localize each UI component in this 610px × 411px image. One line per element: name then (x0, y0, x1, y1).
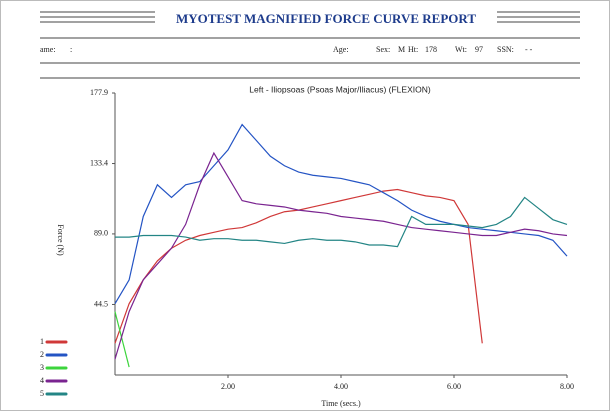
series-line (115, 196, 568, 248)
y-tick-label: 133.4 (90, 158, 108, 167)
info-field: Ht: (408, 45, 418, 54)
legend-label: 2 (40, 350, 44, 359)
legend-label: 5 (40, 389, 44, 398)
x-tick-label: 4.00 (334, 382, 348, 391)
info-field: 178 (425, 45, 437, 54)
y-tick-label: 89.0 (94, 229, 108, 238)
legend-label: 3 (40, 363, 44, 372)
x-tick-label: 6.00 (447, 382, 461, 391)
info-field: Sex: (376, 45, 390, 54)
legend-label: 4 (40, 376, 44, 385)
info-field: - - (525, 45, 533, 54)
info-field: ame: (40, 45, 56, 54)
info-field: : (70, 45, 72, 54)
chart-title: Left - Iliopsoas (Psoas Major/Iliacus) (… (249, 84, 431, 94)
report-title: MYOTEST MAGNIFIED FORCE CURVE REPORT (176, 11, 476, 26)
x-tick-label: 8.00 (560, 382, 574, 391)
y-tick-label: 177.9 (90, 88, 108, 97)
info-field: SSN: (497, 45, 514, 54)
series-line (114, 311, 130, 368)
y-axis-label: Force (N) (56, 224, 65, 256)
y-tick-label: 44.5 (94, 299, 108, 308)
info-field: Age: (333, 45, 349, 54)
info-field: M (398, 45, 405, 54)
series-line (114, 123, 568, 304)
legend-label: 1 (40, 337, 44, 346)
x-tick-label: 2.00 (221, 382, 235, 391)
x-axis-label: Time (secs.) (321, 399, 361, 408)
info-row: ame:: Age: Sex: M Ht: 178 Wt: 97 SSN: - - (40, 45, 533, 54)
info-field: 97 (475, 45, 483, 54)
header-rules (40, 11, 580, 79)
info-field: Wt: (455, 45, 467, 54)
series-line (114, 151, 568, 360)
